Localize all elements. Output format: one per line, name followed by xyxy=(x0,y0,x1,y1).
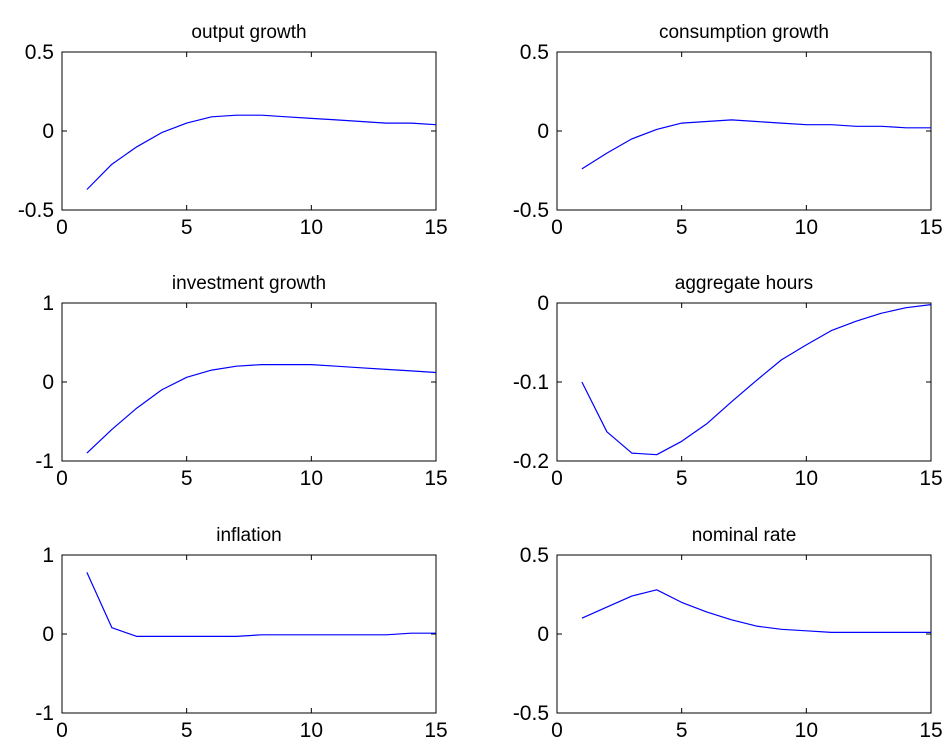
x-tick-label: 0 xyxy=(56,216,68,239)
y-tick-label: 1 xyxy=(42,544,54,567)
axes-box xyxy=(61,302,437,462)
y-tick-label: 0 xyxy=(537,292,549,315)
y-tick-label: 0 xyxy=(537,120,549,143)
x-tick-label: 5 xyxy=(676,719,688,742)
x-tick-label: 0 xyxy=(56,467,68,490)
x-tick-label: 15 xyxy=(424,719,447,742)
y-tick-label: -1 xyxy=(35,450,54,473)
x-tick-label: 15 xyxy=(424,467,447,490)
y-tick-label: 0 xyxy=(537,623,549,646)
series-line xyxy=(581,119,931,170)
subplot-title: investment growth xyxy=(172,273,326,294)
x-tick-label: 10 xyxy=(300,467,323,490)
x-tick-label: 10 xyxy=(300,216,323,239)
subplot-title: consumption growth xyxy=(659,22,829,43)
x-tick-label: 5 xyxy=(181,216,193,239)
x-tick-label: 0 xyxy=(551,467,563,490)
axes-box xyxy=(556,51,932,211)
x-tick-label: 5 xyxy=(181,467,193,490)
series-line xyxy=(86,364,437,454)
subplot-4: 0 5 10 15 -0.2 -0.1 0 aggregate hours xyxy=(513,273,943,490)
subplot-title: output growth xyxy=(191,22,306,43)
series-line xyxy=(581,304,932,456)
x-tick-label: 10 xyxy=(795,719,818,742)
axes-box xyxy=(61,51,437,211)
x-tick-label: 5 xyxy=(676,467,688,490)
x-tick-label: 15 xyxy=(919,216,942,239)
x-tick-label: 10 xyxy=(300,719,323,742)
x-tick-label: 10 xyxy=(795,467,818,490)
y-tick-label: 0 xyxy=(42,120,54,143)
series-line xyxy=(86,572,436,638)
series-line xyxy=(86,114,437,190)
y-tick-label: 1 xyxy=(42,292,54,315)
x-tick-label: 15 xyxy=(919,467,942,490)
x-tick-label: 5 xyxy=(181,719,193,742)
x-tick-label: 15 xyxy=(919,719,942,742)
axes-box xyxy=(61,554,437,714)
y-tick-label: -1 xyxy=(35,702,54,725)
axes-box xyxy=(556,302,932,462)
y-tick-label: -0.5 xyxy=(18,199,54,222)
x-tick-label: 10 xyxy=(795,216,818,239)
y-tick-label: 0.5 xyxy=(520,41,549,64)
y-tick-label: -0.1 xyxy=(513,371,549,394)
y-tick-label: 0 xyxy=(42,371,54,394)
subplot-title: nominal rate xyxy=(692,525,797,546)
subplot-title: inflation xyxy=(216,525,282,546)
y-tick-label: 0.5 xyxy=(25,41,54,64)
x-tick-label: 15 xyxy=(424,216,447,239)
x-tick-label: 0 xyxy=(551,719,563,742)
series-line xyxy=(581,589,931,634)
y-tick-label: -0.5 xyxy=(513,199,549,222)
y-tick-label: 0 xyxy=(42,623,54,646)
y-tick-label: -0.2 xyxy=(513,450,549,473)
subplot-title: aggregate hours xyxy=(675,273,813,294)
x-tick-label: 0 xyxy=(551,216,563,239)
y-tick-label: 0.5 xyxy=(520,544,549,567)
y-tick-label: -0.5 xyxy=(513,702,549,725)
x-tick-label: 5 xyxy=(676,216,688,239)
x-tick-label: 0 xyxy=(56,719,68,742)
axes-box xyxy=(556,554,932,714)
